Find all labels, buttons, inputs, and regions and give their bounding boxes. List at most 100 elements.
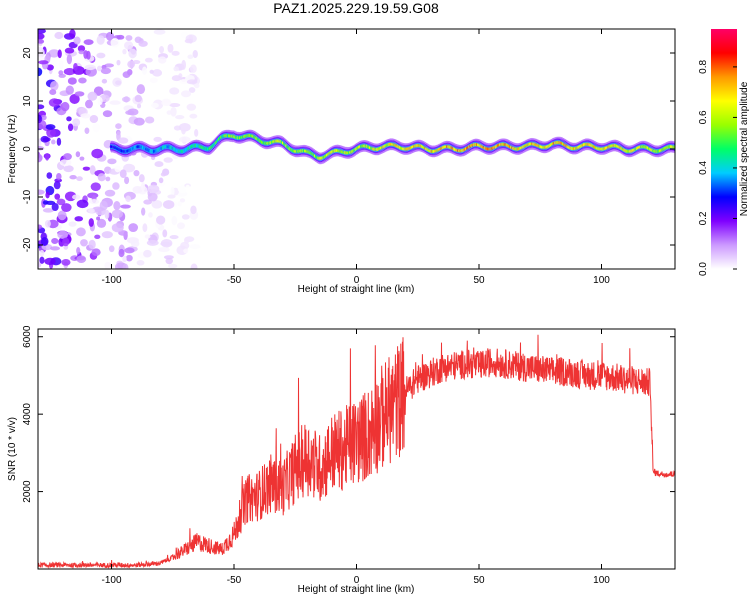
y-tick-label: 20 — [22, 47, 33, 59]
colorbar-tick-label: 0.0 — [698, 262, 709, 276]
spectrogram-cell — [136, 84, 146, 95]
colorbar-tick-label: 0.8 — [698, 60, 709, 74]
spectrogram-cell — [158, 56, 167, 64]
spectrogram-cell — [57, 210, 67, 221]
y-tick-label: 10 — [22, 95, 33, 107]
spectrogram-cell — [57, 230, 69, 239]
spectrogram-cell — [167, 43, 174, 53]
colorbar-label: Normalized spectral amplitude — [739, 81, 750, 216]
spectrogram-cell — [130, 239, 140, 248]
spectrogram-cell — [173, 66, 179, 72]
spectrogram-cell — [179, 198, 186, 203]
spectrogram-cell — [104, 63, 114, 68]
spectrogram-cell — [160, 35, 166, 43]
spectrogram-cell — [143, 249, 152, 258]
snr-y-ticks: 2000 4000 6000 — [22, 325, 675, 503]
figure-title: PAZ1.2025.229.19.59.G08 — [273, 0, 439, 16]
colorbar-tick-label: 0.2 — [698, 211, 709, 225]
spectrogram-cell — [104, 189, 116, 197]
x-tick-label: -100 — [101, 275, 121, 286]
spectrogram-y-axis-label: Frequency (Hz) — [7, 115, 18, 184]
spectrogram-cell — [46, 64, 54, 71]
spectrogram-cell — [169, 235, 179, 240]
spectrogram-cell — [124, 41, 134, 50]
spectrogram-cell — [82, 166, 91, 171]
spectrogram-cell — [97, 96, 103, 106]
spectrogram-cell — [149, 77, 158, 84]
spectrogram-cell — [116, 59, 121, 66]
spectrogram-cell — [88, 218, 94, 227]
spectrogram-cell — [156, 180, 166, 187]
spectrogram-cell — [186, 103, 197, 111]
spectrogram-cell — [190, 205, 197, 215]
spectrogram-cell — [116, 34, 125, 40]
spectrogram-cell — [38, 189, 45, 195]
spectrogram-cell — [91, 248, 101, 256]
spectrogram-cell — [89, 115, 99, 124]
spectrogram-cell — [38, 67, 43, 77]
spectrogram-cell — [63, 165, 74, 173]
spectrogram-cell — [77, 45, 86, 52]
spectrogram-cell — [80, 239, 88, 247]
spectrogram-cell — [169, 87, 180, 95]
spectrogram-cell — [189, 64, 197, 73]
spectrogram-cell — [122, 48, 127, 55]
spectrogram-cell — [112, 182, 120, 190]
spectrogram-cell — [109, 100, 121, 105]
spectrogram-cell — [128, 48, 137, 59]
spectrogram-cell — [90, 182, 101, 191]
spectrogram-cell — [165, 257, 173, 265]
x-tick-label: 0 — [354, 575, 360, 586]
spectrogram-cell — [76, 199, 89, 209]
x-tick-label: 50 — [473, 575, 485, 586]
snr-series-line — [38, 334, 675, 569]
spectrogram-cell — [79, 156, 85, 161]
y-tick-label: -20 — [22, 237, 33, 252]
spectrogram-x-axis-label: Height of straight line (km) — [298, 284, 415, 295]
spectrogram-cell — [51, 202, 59, 212]
spectrogram-cell — [59, 159, 72, 167]
spectrogram-cell — [97, 173, 106, 182]
spectrogram-cell — [101, 78, 108, 84]
spectrogram-cell — [133, 169, 140, 177]
spectrogram-cell — [45, 153, 50, 161]
spectrogram-cell — [91, 148, 104, 159]
spectrogram-cell — [114, 165, 121, 173]
spectrogram-cell — [108, 245, 115, 253]
spectrogram-cell — [153, 136, 162, 142]
spectrogram-cell — [69, 29, 76, 39]
spectrogram-cell — [156, 215, 166, 225]
spectrogram-cell — [76, 176, 83, 182]
snr-x-axis-label: Height of straight line (km) — [298, 584, 415, 595]
spectrogram-cell — [152, 69, 163, 77]
spectrogram-cell — [84, 127, 90, 134]
spectrogram-cell — [54, 31, 64, 40]
spectrogram-cell — [142, 223, 148, 233]
spectrogram-cell — [187, 54, 194, 60]
spectrogram-cell — [49, 246, 61, 251]
spectrogram-cell — [56, 137, 62, 146]
spectrogram-cell — [96, 216, 101, 221]
spectrogram-x-ticks: -100 -50 0 50 100 — [101, 29, 610, 286]
colorbar-scale — [711, 29, 737, 269]
spectrogram-cell — [105, 176, 111, 182]
spectrogram-cell — [163, 157, 173, 163]
spectrogram-cell — [124, 247, 135, 254]
spectrogram-cell — [181, 59, 187, 70]
spectrogram-cell — [38, 261, 42, 268]
spectrogram-cell — [69, 93, 80, 104]
spectrogram-cell — [63, 68, 76, 76]
y-tick-label: 6000 — [22, 325, 33, 348]
snr-x-ticks: -100 -50 0 50 100 — [101, 329, 610, 586]
spectrogram-cell — [39, 249, 45, 257]
spectrogram-cell — [189, 244, 201, 250]
spectrogram-cell — [84, 64, 96, 71]
spectrogram-cell — [171, 75, 182, 82]
spectrogram-cell — [127, 60, 136, 69]
spectrogram-cell — [138, 174, 145, 183]
spectrogram-cell — [66, 116, 72, 122]
spectrogram-cell — [128, 223, 139, 233]
spectrogram-cell — [115, 80, 122, 86]
spectrogram-cell — [158, 247, 170, 253]
spectrogram-cell — [190, 263, 198, 269]
